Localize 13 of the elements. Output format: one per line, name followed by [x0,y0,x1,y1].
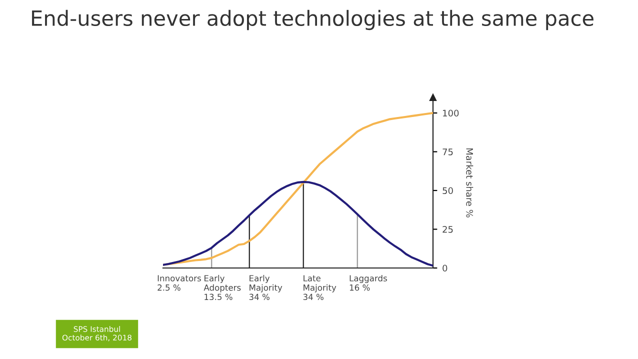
y-axis-title: Market share % [466,148,474,218]
chart-title: End-users never adopt technologies at the same pace [32,10,594,30]
y-tick-label: 100 [443,110,459,117]
y-tick-label: 25 [442,226,453,233]
x-tick-label: Late Majority 34 % [303,275,336,300]
x-tick-label: Early Adopters 13.5 % [204,274,241,300]
x-tick-label: Innovators 2.5 % [158,275,201,291]
x-tick-label: Early Majority 34 % [249,274,282,300]
y-tick-label: 0 [442,264,448,272]
y-tick-label: 50 [442,187,453,194]
y-tick-label: 75 [442,148,453,156]
x-tick-label: Laggards 16 % [350,274,387,291]
line-series [163,112,433,266]
